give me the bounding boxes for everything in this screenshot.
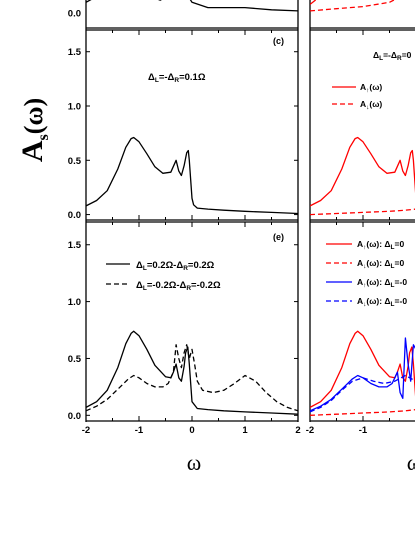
x-tick-label-4-3: 1 bbox=[242, 425, 248, 436]
x-tick-label-5-0: -2 bbox=[306, 425, 314, 436]
series-line-3-0 bbox=[310, 136, 415, 207]
chart-panel-5 bbox=[310, 330, 415, 416]
series-line-5-3 bbox=[310, 374, 415, 413]
y-tick-label-0-0: 0.0 bbox=[68, 9, 81, 20]
legend-e-label-1: ΔL=0.2Ω-ΔR=0.2Ω bbox=[136, 260, 215, 272]
y-axis-label: As(ω) bbox=[16, 98, 52, 162]
legend-f: A↑(ω): ΔL=0 A↓(ω): ΔL=0 A↑(ω): ΔL=-0 A↓(… bbox=[326, 239, 407, 308]
legend-e-label-2: ΔL=-0.2Ω-ΔR=-0.2Ω bbox=[136, 280, 221, 292]
series-line-4-0 bbox=[86, 330, 298, 415]
legend-d-label-2: A↓(ω) bbox=[360, 99, 382, 111]
series-line-5-2 bbox=[310, 337, 415, 412]
x-tick-label-4-1: -1 bbox=[135, 425, 144, 436]
y-tick-label-2-3: 1.5 bbox=[68, 47, 82, 58]
legend-d-label-1: A↑(ω) bbox=[360, 82, 382, 94]
chart-panel-0 bbox=[86, 0, 298, 12]
x-tick-label-4-0: -2 bbox=[82, 425, 90, 436]
x-tick-label-4-2: 0 bbox=[189, 425, 194, 436]
series-line-1-0 bbox=[310, 0, 317, 5]
chart-c bbox=[86, 136, 298, 215]
legend-f-label-1: A↑(ω): ΔL=0 bbox=[357, 239, 404, 251]
series-line-5-0 bbox=[310, 330, 415, 408]
chart-marks: 0.0 0.0 0.5 1.0 1.5 0.0 0.5 1.0 1.5 -2 -1 0 1 2 -2 -1 bbox=[68, 0, 415, 436]
y-tick-label-4-0: 0.0 bbox=[68, 411, 81, 422]
x-tick-label-4-4: 2 bbox=[295, 425, 300, 436]
legend-d: A↑(ω) A↓(ω) bbox=[332, 82, 382, 111]
y-tick-label-2-1: 0.5 bbox=[68, 156, 82, 167]
legend-e: ΔL=0.2Ω-ΔR=0.2Ω ΔL=-0.2Ω-ΔR=-0.2Ω bbox=[106, 260, 221, 292]
annotation-c: ΔL=-ΔR=0.1Ω bbox=[148, 72, 206, 84]
series-line-1-1 bbox=[310, 0, 396, 12]
annotation-d: ΔL=-ΔR=0 bbox=[373, 50, 412, 62]
series-line-3-1 bbox=[310, 208, 415, 216]
svg-text:As(ω): As(ω) bbox=[16, 98, 52, 162]
series-line-5-1 bbox=[310, 409, 415, 416]
legend-f-label-2: A↓(ω): ΔL=0 bbox=[357, 258, 404, 270]
y-tick-label-4-1: 0.5 bbox=[68, 354, 82, 365]
y-axis-label-arg: (ω) bbox=[19, 98, 48, 134]
x-tick-label-5-1: -1 bbox=[359, 425, 368, 436]
chart-panel-1 bbox=[310, 0, 396, 12]
legend-f-label-3: A↑(ω): ΔL=-0 bbox=[357, 277, 407, 289]
x-axis-label-right: ω bbox=[407, 450, 415, 475]
y-tick-label-4-2: 1.0 bbox=[68, 297, 81, 308]
y-tick-label-2-2: 1.0 bbox=[68, 102, 81, 113]
series-line-2-0 bbox=[86, 136, 298, 215]
chart-panel-3 bbox=[310, 136, 415, 216]
y-axis-label-main: A bbox=[16, 140, 49, 162]
series-line-0-0 bbox=[86, 0, 298, 12]
y-axis-label-sub: s bbox=[35, 134, 52, 140]
y-tick-label-4-3: 1.5 bbox=[68, 240, 82, 251]
y-tick-label-2-0: 0.0 bbox=[68, 210, 81, 221]
panel-letter-e: (e) bbox=[273, 232, 284, 242]
panel-letter-c: (c) bbox=[273, 36, 284, 46]
legend-f-label-4: A↓(ω): ΔL=-0 bbox=[357, 296, 407, 308]
chart-e bbox=[86, 330, 298, 415]
x-axis-label: ω bbox=[187, 450, 201, 475]
series-line-4-1 bbox=[86, 344, 298, 412]
